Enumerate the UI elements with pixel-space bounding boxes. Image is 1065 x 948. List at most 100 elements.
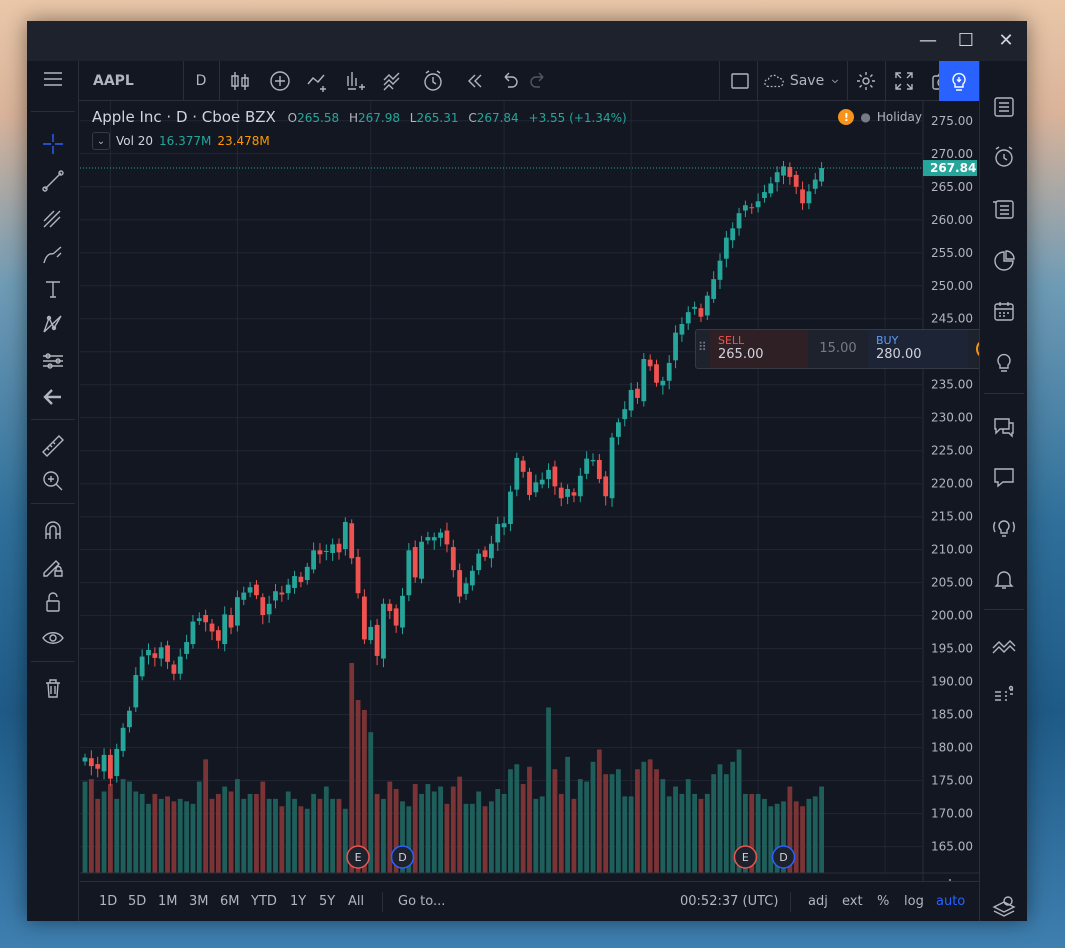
chat-icon[interactable] <box>990 413 1018 441</box>
minimize-button[interactable]: — <box>919 30 937 51</box>
utc-clock[interactable]: 00:52:37 (UTC) <box>680 894 779 909</box>
candle-body <box>736 213 742 229</box>
dom-icon[interactable] <box>990 631 1018 659</box>
adj-toggle[interactable]: adj <box>808 894 828 909</box>
order-panel-icon[interactable] <box>990 681 1018 709</box>
eye-icon[interactable] <box>39 624 67 652</box>
unlock-icon[interactable] <box>39 588 67 616</box>
range-5y[interactable]: 5Y <box>319 894 336 909</box>
interval-selector[interactable]: D <box>195 73 207 89</box>
price-axis[interactable]: 275.00 270.00 265.00 260.00 255.00 250.00 245.… <box>922 101 979 881</box>
magnet-icon[interactable] <box>39 517 67 545</box>
multi-indicator-icon[interactable] <box>379 61 409 101</box>
candle-body <box>749 207 755 209</box>
low-value: 265.31 <box>416 111 459 125</box>
goto-date[interactable]: Go to... <box>398 894 446 909</box>
buy-button[interactable]: BUY 280.00 <box>868 330 968 368</box>
volume-bar <box>95 798 101 873</box>
forecast-icon[interactable] <box>39 347 67 375</box>
dividend-marker[interactable]: D <box>390 845 415 869</box>
range-3m[interactable]: 3M <box>189 894 209 909</box>
bell-icon[interactable] <box>990 565 1018 593</box>
watchlist-icon[interactable] <box>990 93 1018 121</box>
collapse-chevron-icon[interactable]: ⌄ <box>92 132 110 150</box>
brush-icon[interactable] <box>39 241 67 269</box>
volume-title[interactable]: Vol 20 <box>116 134 154 148</box>
save-button[interactable]: Save <box>761 61 843 101</box>
indicators-icon[interactable] <box>303 61 333 101</box>
axis-settings-icon[interactable] <box>942 879 958 881</box>
price-tick-label: 170.00 <box>931 807 973 821</box>
calendar-icon[interactable] <box>990 297 1018 325</box>
fullscreen-icon[interactable] <box>889 61 919 101</box>
volume-bar <box>800 806 805 873</box>
sell-button[interactable]: SELL 265.00 <box>710 330 808 368</box>
volume-bar <box>336 798 342 873</box>
log-toggle[interactable]: log <box>904 894 924 909</box>
candle-body <box>469 570 475 586</box>
ideas-lightbulb-icon[interactable] <box>990 349 1018 377</box>
ruler-icon[interactable] <box>39 432 67 460</box>
volume-bar <box>635 769 640 873</box>
alert-clock-icon[interactable] <box>419 61 449 101</box>
drag-handle-icon[interactable]: ⠿ <box>698 340 707 354</box>
candle-body <box>558 487 564 499</box>
candle-body <box>463 583 469 594</box>
lock-drawing-icon[interactable] <box>39 552 67 580</box>
compare-add-icon[interactable] <box>265 61 295 101</box>
candles-icon[interactable] <box>225 61 255 101</box>
last-price-label: 267.84 <box>930 161 976 175</box>
dividend-marker[interactable]: D <box>771 845 796 869</box>
templates-icon[interactable] <box>341 61 371 101</box>
crosshair-icon[interactable] <box>39 130 67 158</box>
range-1d[interactable]: 1D <box>99 894 118 909</box>
layout-icon[interactable] <box>725 61 755 101</box>
last-price-badge <box>923 160 977 177</box>
pitchfork-icon[interactable] <box>39 204 67 232</box>
symbol-search[interactable]: AAPL <box>93 73 134 89</box>
trash-icon[interactable] <box>39 674 67 702</box>
pattern-icon[interactable] <box>39 311 67 339</box>
earnings-marker[interactable]: E <box>733 845 758 869</box>
auto-toggle[interactable]: auto <box>936 894 966 909</box>
data-window-icon[interactable] <box>990 195 1018 223</box>
holiday-notice[interactable]: ! ● Holiday <box>838 109 922 125</box>
messages-icon[interactable] <box>990 463 1018 491</box>
idea-icon[interactable] <box>939 61 979 101</box>
ext-toggle[interactable]: ext <box>842 894 863 909</box>
arrow-left-icon[interactable] <box>39 383 67 411</box>
menu-icon[interactable] <box>39 65 67 93</box>
quantity-field[interactable]: 15.00 <box>819 341 857 356</box>
range-1y[interactable]: 1Y <box>290 894 307 909</box>
trading-panel-icon[interactable] <box>990 891 1018 919</box>
range-ytd[interactable]: YTD <box>251 894 277 909</box>
gear-icon[interactable] <box>851 61 881 101</box>
candle-body <box>774 172 780 183</box>
replay-icon[interactable] <box>459 61 489 101</box>
undo-icon[interactable] <box>495 61 523 101</box>
chart-area[interactable]: E D E D 275.00 270.00 265.00 260.00 255.00 250.0… <box>80 101 1024 901</box>
price-chart[interactable]: E D E D 275.00 270.00 265.00 260.00 255.00 250.0… <box>80 101 979 881</box>
zoom-in-icon[interactable] <box>39 467 67 495</box>
candle-body <box>292 576 297 588</box>
earnings-marker[interactable]: E <box>346 845 370 869</box>
volume-bar <box>406 806 412 873</box>
candlesticks <box>82 161 824 786</box>
range-5d[interactable]: 5D <box>128 894 147 909</box>
range-6m[interactable]: 6M <box>220 894 240 909</box>
close-button[interactable]: ✕ <box>998 30 1014 51</box>
text-icon[interactable] <box>39 275 67 303</box>
trend-line-icon[interactable] <box>39 167 67 195</box>
percent-toggle[interactable]: % <box>877 894 890 909</box>
alarm-clock-icon[interactable] <box>990 143 1018 171</box>
stream-icon[interactable] <box>990 513 1018 541</box>
maximize-button[interactable]: ☐ <box>957 30 975 51</box>
range-1m[interactable]: 1M <box>158 894 178 909</box>
volume-bar <box>317 798 323 873</box>
range-all[interactable]: All <box>348 894 365 909</box>
symbol-title[interactable]: Apple Inc · D · Cboe BZX <box>92 108 276 126</box>
hotlist-icon[interactable] <box>990 247 1018 275</box>
volume-bar <box>438 786 443 873</box>
time-axis[interactable]: JunJulAugSepOctNovDec <box>80 872 979 881</box>
redo-icon[interactable] <box>525 61 553 101</box>
